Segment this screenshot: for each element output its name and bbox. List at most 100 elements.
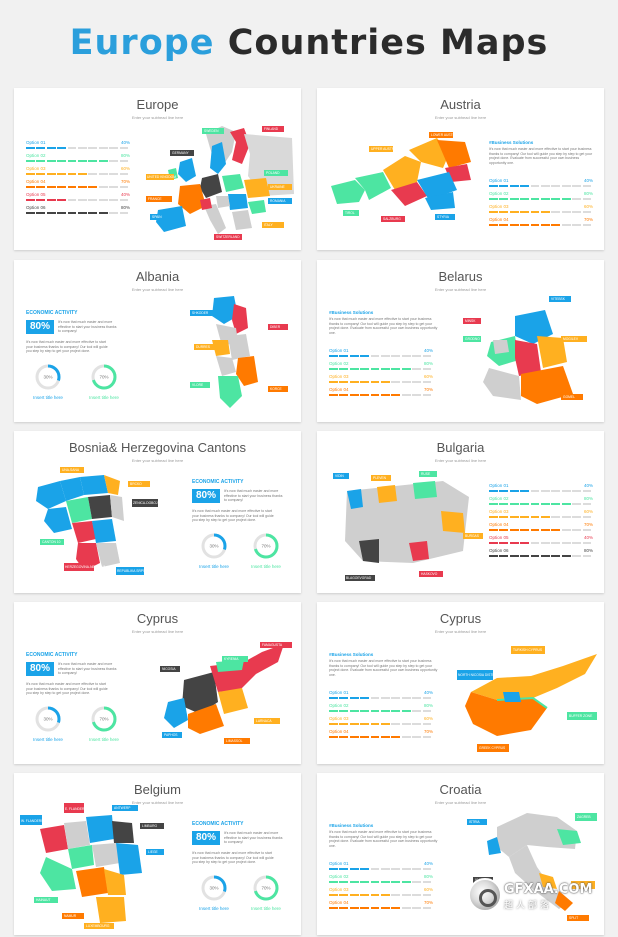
option-bar-segment — [572, 529, 582, 531]
slide-subtitle: Enter your subhead line here — [434, 800, 487, 805]
option-bar — [489, 555, 593, 557]
map-tag: CANTON 10 — [42, 540, 61, 544]
option-bar-segment — [360, 710, 370, 712]
option-bar-segment — [381, 881, 390, 883]
ring-caption: Insert title here — [89, 737, 119, 742]
slide-bosnia[interactable]: Bosnia& Herzegovina Cantons Enter your s… — [14, 431, 301, 593]
option-bar-segment — [67, 199, 77, 201]
econ-text: It's now that much easier and more effec… — [58, 662, 117, 675]
option-bar-segment — [381, 868, 390, 870]
option-bar — [329, 368, 433, 370]
option-bar-segment — [561, 198, 571, 200]
option-bar-segment — [109, 186, 119, 188]
slide-belgium[interactable]: Belgium Enter your subhead line here W. … — [14, 773, 301, 935]
option-row: Option 04 70% — [329, 900, 433, 913]
option-bar — [329, 355, 433, 357]
option-bar-segment — [391, 381, 401, 383]
option-bar-segment — [26, 147, 35, 149]
option-bar-segment — [349, 881, 359, 883]
business-solutions: #Business Solutions It's now that much e… — [329, 652, 439, 677]
option-bar-segment — [88, 199, 98, 201]
option-bar-segment — [98, 212, 108, 214]
slide-europe[interactable]: Europe Enter your subhead line here Opti… — [14, 88, 301, 250]
option-bar-segment — [401, 881, 411, 883]
option-bar-segment — [36, 160, 46, 162]
ring-percent: 70% — [99, 375, 108, 380]
ring-fill — [201, 875, 227, 901]
ring-caption: Insert title here — [251, 564, 281, 569]
map-tag: UNITED KINGDOM — [147, 175, 176, 179]
option-percent: 40% — [583, 178, 593, 183]
option-percent: 40% — [583, 483, 593, 488]
option-bar-segment — [401, 868, 411, 870]
map-tag: LIMASSOL — [226, 739, 243, 743]
watermark-text: GFXAA.COM — [504, 882, 593, 897]
slide-austria[interactable]: Austria Enter your subhead line here UPP… — [317, 88, 604, 250]
option-bar — [329, 868, 433, 870]
slide-albania[interactable]: Albania Enter your subhead line here ECO… — [14, 260, 301, 422]
option-bar-segment — [489, 185, 498, 187]
option-percent: 40% — [423, 348, 433, 353]
option-bar-segment — [119, 212, 129, 214]
option-bar-segment — [499, 198, 509, 200]
option-bar-segment — [381, 710, 390, 712]
ring-caption: Insert title here — [199, 564, 229, 569]
option-bar-segment — [360, 697, 370, 699]
option-bar-segment — [119, 160, 129, 162]
option-bar-segment — [489, 224, 498, 226]
map-tag: STYRIA — [437, 215, 450, 219]
option-bar-segment — [541, 198, 550, 200]
ring-chart: 70% — [253, 533, 279, 559]
slide-belarus[interactable]: Belarus Enter your subhead line here #Bu… — [317, 260, 604, 422]
option-bar-segment — [422, 394, 432, 396]
slide-bulgaria[interactable]: Bulgaria Enter your subhead line here VI… — [317, 431, 604, 593]
option-bar-segment — [349, 394, 359, 396]
slide-cyprus-2[interactable]: Cyprus Enter your subhead line here #Bus… — [317, 602, 604, 764]
slide-croatia[interactable]: Croatia Enter your subhead line here #Bu… — [317, 773, 604, 935]
option-bar — [26, 199, 130, 201]
option-bar-segment — [499, 516, 509, 518]
option-bar-segment — [67, 160, 77, 162]
option-bar-segment — [339, 723, 349, 725]
ring-caption: Insert title here — [251, 906, 281, 911]
option-percent: 80% — [120, 153, 130, 158]
slide-cyprus-1[interactable]: Cyprus Enter your subhead line here ECON… — [14, 602, 301, 764]
option-bar-segment — [551, 516, 561, 518]
option-bar-segment — [349, 868, 359, 870]
option-bar-segment — [391, 881, 401, 883]
option-bar-segment — [339, 394, 349, 396]
option-bar-segment — [520, 529, 530, 531]
option-label: Option 02 — [329, 874, 349, 879]
option-bar-segment — [489, 555, 498, 557]
option-bar — [489, 198, 593, 200]
map-tag: SWITZERLAND — [216, 235, 240, 239]
option-bar-segment — [530, 224, 540, 226]
option-bar-segment — [572, 542, 582, 544]
option-row: Option 06 80% — [489, 548, 593, 561]
option-bar-segment — [36, 173, 46, 175]
option-bar-segment — [499, 555, 509, 557]
econ-text-2: It's now that much easier and more effec… — [192, 509, 274, 522]
options-list: Option 01 40% Option 02 80% Option 03 60% Opti… — [329, 348, 433, 400]
option-row: Option 02 80% — [329, 361, 433, 374]
econ-text-2: It's now that much easier and more effec… — [26, 682, 108, 695]
title-word-countries-maps: Countries Maps — [227, 23, 549, 63]
option-bar-segment — [370, 355, 380, 357]
options-list: Option 01 40% Option 02 80% Option 03 60% Opti… — [329, 690, 433, 742]
econ-heading: ECONOMIC ACTIVITY — [26, 652, 78, 658]
econ-big-number: 80% — [192, 489, 220, 503]
option-bar-segment — [381, 894, 390, 896]
option-bar-segment — [78, 186, 87, 188]
option-bar-segment — [119, 186, 129, 188]
biz-text: It's now that much easier and more effec… — [329, 830, 438, 848]
option-percent: 70% — [423, 729, 433, 734]
option-label: Option 04 — [489, 522, 509, 527]
option-bar-segment — [412, 894, 422, 896]
option-bar-segment — [520, 198, 530, 200]
option-percent: 60% — [423, 716, 433, 721]
option-label: Option 01 — [489, 483, 509, 488]
option-percent: 40% — [423, 690, 433, 695]
ring-caption: Insert title here — [33, 737, 63, 742]
option-bar-segment — [412, 907, 422, 909]
option-bar-segment — [489, 529, 498, 531]
